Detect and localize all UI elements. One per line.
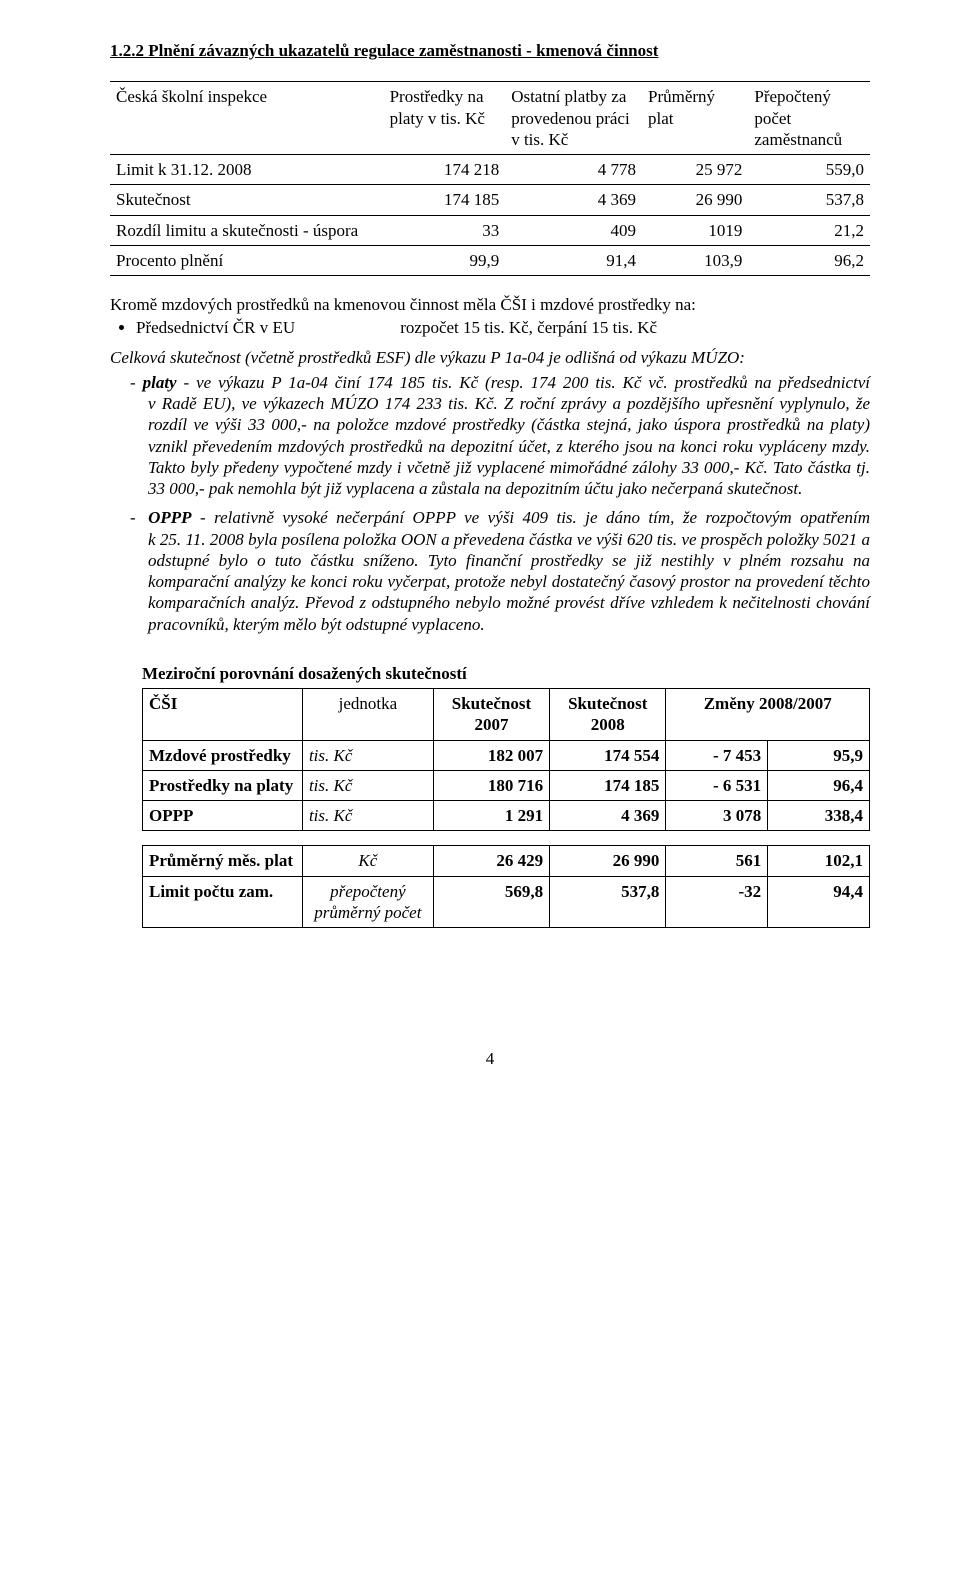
cell: 26 990 <box>642 185 748 215</box>
dash-item: - platy - ve výkazu P 1a-04 činí 174 185… <box>110 372 870 500</box>
cell: 174 218 <box>384 155 506 185</box>
cell: 102,1 <box>768 846 870 876</box>
table-row: Limit počtu zam. přepočtený průměrný poč… <box>143 876 870 928</box>
cell: -32 <box>666 876 768 928</box>
cell: tis. Kč <box>302 770 433 800</box>
row-label: Skutečnost <box>110 185 384 215</box>
cell: 569,8 <box>433 876 549 928</box>
cell: 96,4 <box>768 770 870 800</box>
page: 1.2.2 Plnění závazných ukazatelů regulac… <box>0 0 960 1109</box>
cell: 1 291 <box>433 801 549 831</box>
table-row: Prostředky na platy tis. Kč 180 716 174 … <box>143 770 870 800</box>
dash-item: - OPPP - relativně vysoké nečerpání OPPP… <box>110 507 870 635</box>
cell: 26 429 <box>433 846 549 876</box>
cell: tis. Kč <box>302 740 433 770</box>
row-label: Mzdové prostředky <box>143 740 303 770</box>
row-label: Prostředky na platy <box>143 770 303 800</box>
section-heading: 1.2.2 Plnění závazných ukazatelů regulac… <box>110 40 870 61</box>
cell: 182 007 <box>433 740 549 770</box>
col-header: jednotka <box>302 689 433 741</box>
cell: 99,9 <box>384 245 506 275</box>
cell: 338,4 <box>768 801 870 831</box>
text: Kromě mzdových prostředků na kmenovou či… <box>110 295 696 314</box>
table2-wrap: ČŠI jednotka Skutečnost 2007 Skutečnost … <box>142 688 870 928</box>
col-header: Ostatní platby za provedenou práci v tis… <box>505 82 642 155</box>
cell: 96,2 <box>748 245 870 275</box>
row-label: Průměrný měs. plat <box>143 846 303 876</box>
cell: - 7 453 <box>666 740 768 770</box>
table-row: OPPP tis. Kč 1 291 4 369 3 078 338,4 <box>143 801 870 831</box>
table-row: Procento plnění 99,9 91,4 103,9 96,2 <box>110 245 870 275</box>
row-label: Limit počtu zam. <box>143 876 303 928</box>
col-header: Přepočtený počet zaměstnanců <box>748 82 870 155</box>
bullet-value: rozpočet 15 tis. Kč, čerpání 15 tis. Kč <box>400 318 657 337</box>
col-header: Skutečnost 2007 <box>433 689 549 741</box>
cell: 26 990 <box>550 846 666 876</box>
italic-block: Celková skutečnost (včetně prostředků ES… <box>110 347 870 635</box>
cell: přepočtený průměrný počet <box>302 876 433 928</box>
col-header: Průměrný plat <box>642 82 748 155</box>
cell: 4 778 <box>505 155 642 185</box>
col-header: Změny 2008/2007 <box>666 689 870 741</box>
dash-label: - <box>130 508 136 527</box>
table-row: Skutečnost 174 185 4 369 26 990 537,8 <box>110 185 870 215</box>
page-number: 4 <box>110 1048 870 1069</box>
cell: tis. Kč <box>302 801 433 831</box>
dash-text: - ve výkazu P 1a-04 činí 174 185 tis. Kč… <box>148 373 870 498</box>
col-header: Česká školní inspekce <box>110 82 384 155</box>
cell: 25 972 <box>642 155 748 185</box>
col-header: Prostředky na platy v tis. Kč <box>384 82 506 155</box>
list-item: Předsednictví ČR v EU rozpočet 15 tis. K… <box>136 317 870 338</box>
cell: 561 <box>666 846 768 876</box>
dash-bold: OPPP <box>144 508 191 527</box>
cell: 174 554 <box>550 740 666 770</box>
cell: 103,9 <box>642 245 748 275</box>
row-label: Limit k 31.12. 2008 <box>110 155 384 185</box>
cell: 33 <box>384 215 506 245</box>
table-row: Mzdové prostředky tis. Kč 182 007 174 55… <box>143 740 870 770</box>
bullet-list: Předsednictví ČR v EU rozpočet 15 tis. K… <box>136 317 870 338</box>
table-row: ČŠI jednotka Skutečnost 2007 Skutečnost … <box>143 689 870 741</box>
bullet-label: Předsednictví ČR v EU <box>136 317 396 338</box>
italic-lead: Celková skutečnost (včetně prostředků ES… <box>110 347 870 368</box>
row-label: Procento plnění <box>110 245 384 275</box>
table-comparison: ČŠI jednotka Skutečnost 2007 Skutečnost … <box>142 688 870 831</box>
paragraph: Kromě mzdových prostředků na kmenovou či… <box>110 294 870 315</box>
cell: 3 078 <box>666 801 768 831</box>
col-header: ČŠI <box>143 689 303 741</box>
cell: 174 185 <box>550 770 666 800</box>
cell: 409 <box>505 215 642 245</box>
table-row: Průměrný měs. plat Kč 26 429 26 990 561 … <box>143 846 870 876</box>
cell: 91,4 <box>505 245 642 275</box>
cell: 4 369 <box>505 185 642 215</box>
cell: - 6 531 <box>666 770 768 800</box>
cell: 1019 <box>642 215 748 245</box>
col-header: Skutečnost 2008 <box>550 689 666 741</box>
row-label: OPPP <box>143 801 303 831</box>
table-row: Rozdíl limitu a skutečnosti - úspora 33 … <box>110 215 870 245</box>
subheading: Meziroční porovnání dosažených skutečnos… <box>142 663 870 684</box>
cell: 94,4 <box>768 876 870 928</box>
table-indicators: Česká školní inspekce Prostředky na plat… <box>110 81 870 276</box>
cell: 95,9 <box>768 740 870 770</box>
cell: Kč <box>302 846 433 876</box>
dash-bold: platy <box>143 373 177 392</box>
row-label: Rozdíl limitu a skutečnosti - úspora <box>110 215 384 245</box>
cell: 537,8 <box>748 185 870 215</box>
dash-label: - <box>130 373 136 392</box>
dash-text: - relativně vysoké nečerpání OPPP ve výš… <box>148 508 870 633</box>
cell: 559,0 <box>748 155 870 185</box>
table-comparison-2: Průměrný měs. plat Kč 26 429 26 990 561 … <box>142 845 870 928</box>
table-row: Česká školní inspekce Prostředky na plat… <box>110 82 870 155</box>
cell: 174 185 <box>384 185 506 215</box>
cell: 4 369 <box>550 801 666 831</box>
cell: 537,8 <box>550 876 666 928</box>
cell: 21,2 <box>748 215 870 245</box>
table-row: Limit k 31.12. 2008 174 218 4 778 25 972… <box>110 155 870 185</box>
cell: 180 716 <box>433 770 549 800</box>
